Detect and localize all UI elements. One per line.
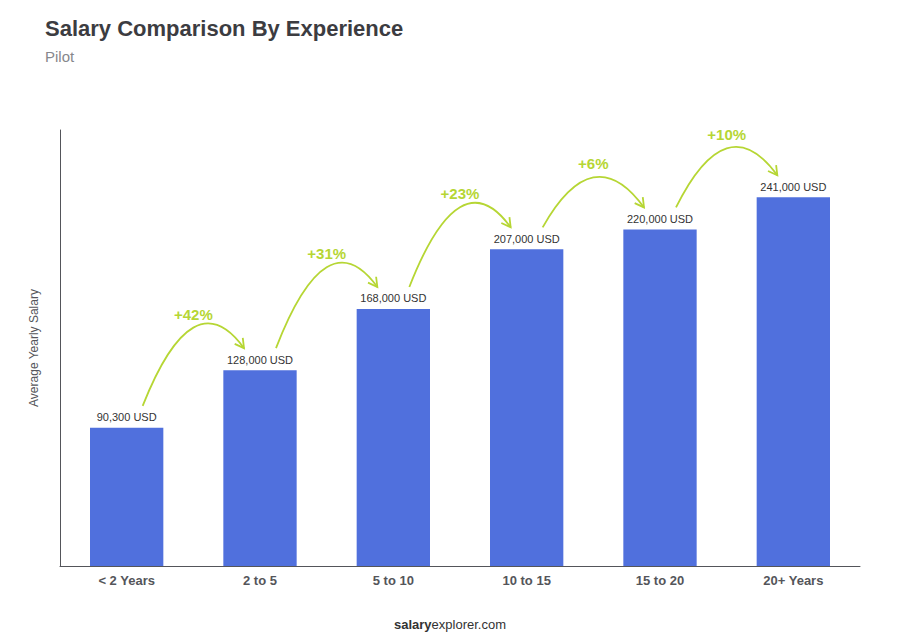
svg-text:+31%: +31% [307, 245, 346, 262]
svg-text:salary: salary [394, 617, 432, 632]
svg-text:Average Yearly Salary: Average Yearly Salary [27, 289, 41, 407]
svg-text:20+ Years: 20+ Years [763, 573, 823, 588]
svg-text:90,300 USD: 90,300 USD [97, 411, 157, 423]
svg-text:241,000 USD: 241,000 USD [760, 181, 826, 193]
svg-text:+10%: +10% [707, 126, 746, 143]
svg-text:Salary Comparison By Experienc: Salary Comparison By Experience [45, 16, 403, 41]
svg-text:+42%: +42% [174, 306, 213, 323]
svg-text:15 to 20: 15 to 20 [636, 573, 684, 588]
svg-text:207,000 USD: 207,000 USD [494, 233, 560, 245]
svg-text:+6%: +6% [578, 155, 608, 172]
svg-text:2 to 5: 2 to 5 [243, 573, 277, 588]
svg-text:5 to 10: 5 to 10 [373, 573, 414, 588]
svg-text:< 2 Years: < 2 Years [98, 573, 155, 588]
svg-text:10 to 15: 10 to 15 [502, 573, 550, 588]
svg-text:explorer.com: explorer.com [432, 617, 506, 632]
svg-text:+23%: +23% [441, 185, 480, 202]
svg-text:128,000 USD: 128,000 USD [227, 354, 293, 366]
svg-text:Pilot: Pilot [45, 48, 75, 65]
svg-text:168,000 USD: 168,000 USD [360, 292, 426, 304]
svg-text:220,000 USD: 220,000 USD [627, 213, 693, 225]
